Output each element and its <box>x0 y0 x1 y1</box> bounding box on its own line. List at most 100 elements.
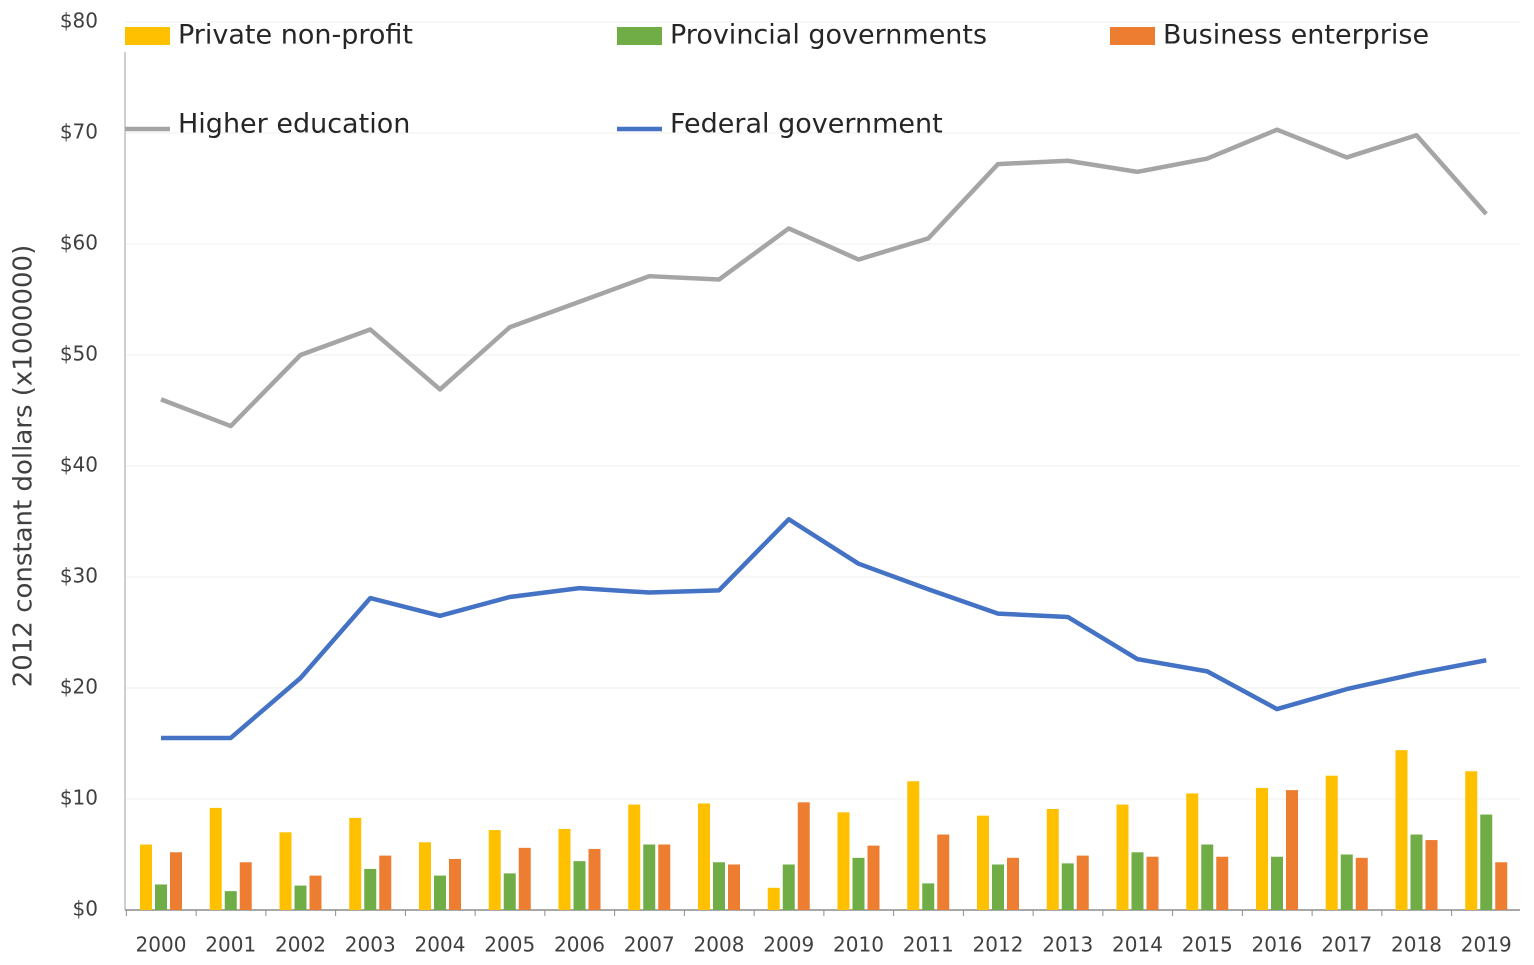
bar <box>573 861 586 910</box>
bar <box>239 862 252 910</box>
legend-label: Higher education <box>178 109 410 140</box>
bar <box>379 855 392 910</box>
bar <box>434 875 446 910</box>
y-tick-label: $60 <box>60 231 98 255</box>
x-tick-label: 2002 <box>275 933 326 957</box>
bar <box>1256 787 1268 910</box>
x-tick-label: 2006 <box>554 933 605 957</box>
bar <box>1325 775 1338 910</box>
x-tick-label: 2005 <box>484 933 535 957</box>
bar <box>1395 750 1408 910</box>
bar <box>1076 855 1089 910</box>
x-tick-label: 2012 <box>973 933 1024 957</box>
line <box>160 127 1488 429</box>
bar <box>558 828 571 910</box>
x-tick-label: 2019 <box>1461 933 1512 957</box>
bar <box>1286 790 1298 910</box>
bar <box>503 873 516 910</box>
bar <box>1410 834 1423 910</box>
legend-label: Business enterprise <box>1163 20 1429 51</box>
bar <box>364 868 377 910</box>
x-tick-label: 2004 <box>415 933 466 957</box>
x-tick-label: 2001 <box>205 933 256 957</box>
bar <box>658 844 671 910</box>
bar <box>1355 857 1368 910</box>
x-tick-label: 2009 <box>763 933 814 957</box>
bar <box>713 862 725 910</box>
bar <box>1061 863 1074 910</box>
bar <box>1131 852 1144 910</box>
bar <box>797 802 810 910</box>
bar <box>1340 854 1353 910</box>
bar <box>488 830 501 910</box>
y-tick-label: $80 <box>60 9 98 33</box>
bar <box>349 817 362 910</box>
bar <box>977 815 989 910</box>
x-tick-label: 2018 <box>1391 933 1442 957</box>
bar <box>1007 857 1019 910</box>
bar <box>937 834 950 910</box>
bar <box>294 885 307 910</box>
bar <box>209 807 222 910</box>
legend-label: Private non-profit <box>178 20 413 51</box>
y-tick-label: $70 <box>60 120 98 144</box>
bar <box>643 844 656 910</box>
legend-swatch <box>125 27 170 45</box>
bar <box>867 845 880 910</box>
x-tick-label: 2008 <box>694 933 745 957</box>
bar <box>279 832 292 910</box>
bar <box>309 875 322 910</box>
legend-label: Federal government <box>670 109 943 140</box>
x-tick-label: 2010 <box>833 933 884 957</box>
bar <box>907 781 920 910</box>
legend-swatch <box>1110 27 1155 45</box>
y-axis-label: 2012 constant dollars (x1000000) <box>9 245 39 687</box>
bar <box>1425 840 1438 910</box>
bar <box>837 812 850 910</box>
bar <box>728 864 740 910</box>
bar <box>1216 856 1229 910</box>
bar <box>1495 862 1508 910</box>
x-tick-label: 2017 <box>1321 933 1372 957</box>
y-tick-label: $10 <box>60 786 98 810</box>
bar <box>518 847 531 910</box>
x-tick-label: 2014 <box>1112 933 1163 957</box>
bar <box>767 887 780 910</box>
bar <box>852 857 865 910</box>
x-tick-label: 2011 <box>903 933 954 957</box>
bar <box>1116 804 1129 910</box>
bar <box>1186 793 1199 910</box>
x-tick-label: 2003 <box>345 933 396 957</box>
y-tick-label: $40 <box>60 453 98 477</box>
bar <box>224 891 237 910</box>
bar <box>1465 771 1478 910</box>
bar <box>992 864 1004 910</box>
x-tick-label: 2000 <box>136 933 187 957</box>
bar <box>449 858 461 910</box>
x-tick-label: 2016 <box>1252 933 1303 957</box>
bar <box>140 844 152 910</box>
y-tick-label: $30 <box>60 564 98 588</box>
legend-swatch <box>617 27 662 45</box>
bar <box>782 864 795 910</box>
x-tick-label: 2015 <box>1182 933 1233 957</box>
bar <box>1046 808 1059 910</box>
y-tick-label: $20 <box>60 675 98 699</box>
bar <box>170 852 182 910</box>
bar <box>1271 856 1283 910</box>
bar <box>1480 814 1493 910</box>
bar <box>698 803 710 910</box>
line <box>161 517 1487 741</box>
bar <box>922 883 935 910</box>
x-tick-label: 2007 <box>624 933 675 957</box>
y-tick-label: $0 <box>73 897 98 921</box>
legend-label: Provincial governments <box>670 20 987 51</box>
bar <box>419 842 431 910</box>
bar <box>588 848 601 910</box>
bar <box>628 804 641 910</box>
x-tick-label: 2013 <box>1042 933 1093 957</box>
bar <box>1146 856 1159 910</box>
y-tick-label: $50 <box>60 342 98 366</box>
bar <box>1201 844 1214 910</box>
